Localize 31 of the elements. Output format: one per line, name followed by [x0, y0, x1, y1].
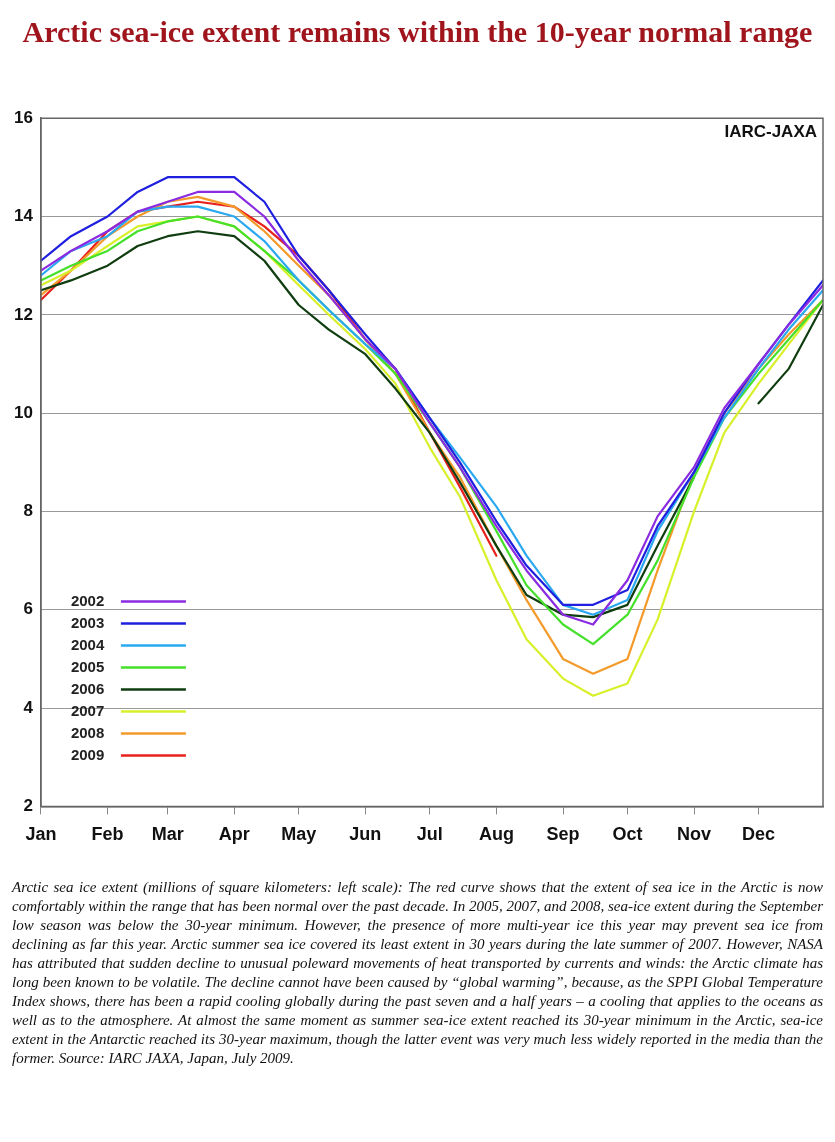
y-tick-label: 8: [23, 501, 33, 521]
y-tick-label: 16: [13, 107, 33, 127]
x-tick-label: Feb: [91, 824, 124, 845]
legend-label: 2005: [70, 657, 105, 675]
y-tick-label: 6: [23, 599, 33, 619]
x-tick-label: Sep: [546, 824, 580, 845]
x-tick-label: Nov: [677, 824, 712, 845]
x-tick-label: Jun: [349, 824, 382, 845]
text: Arctic sea ice extent (millions of square kilometers: left scale): The red curve shows that the extent of sea ice in the Arctic is now comfortably within the range that has been normal over the past decade. In 2005, 2007, and 2008, sea-ice extent during the September low season was below the 30-year minimum. However, the presence of more multi-year ice this year may prevent sea ice from declining as far this year. Arctic summer sea ice covered its least extent in 30 years during the late summer of 2007. However, NASA has attributed that sudden decline to unusual poleward movements of heat transported by currents and winds: the Arctic climate has long been known to be volatile. The decline cannot have been caused by “global warming”, because, as the SPPI Global Temperature Index shows, there has been a rapid cooling globally during the past seven and a half years – a cooling that applies to the oceans as well as to the atmosphere. At almost the same moment as summer sea-ice extent reached its 30-year minimum in the Arctic, sea-ice extent in the Antarctic reached its 30-year maximum, though the latter event was very much less widely reported in the media than the former. Source: IARC JAXA, Japan, July 2009.: [12, 879, 823, 1066]
y-tick-label: 12: [13, 304, 33, 324]
legend-label: 2009: [70, 745, 105, 763]
chart-title: Arctic sea-ice extent remains within the 10-year normal range: [21, 14, 814, 50]
legend-label: 2007: [70, 701, 105, 719]
x-tick-label: Dec: [742, 824, 776, 845]
x-tick-label: Jan: [25, 824, 57, 845]
y-tick-label: 14: [13, 206, 34, 226]
x-tick-label: Mar: [151, 824, 184, 845]
x-tick-label: Aug: [478, 824, 514, 845]
y-tick-label: 10: [13, 402, 33, 422]
x-tick-label: May: [281, 824, 317, 845]
legend-label: 2008: [70, 723, 105, 741]
annotation: IARC-JAXA: [724, 122, 817, 142]
x-tick-label: Oct: [612, 824, 643, 845]
y-tick-label: 2: [23, 796, 33, 816]
legend-label: 2006: [70, 679, 105, 697]
legend-label: 2003: [70, 613, 105, 631]
legend-label: 2004: [70, 635, 105, 653]
y-tick-label: 4: [23, 697, 34, 717]
x-tick-label: Jul: [416, 824, 443, 845]
x-tick-label: Apr: [218, 824, 250, 845]
legend-label: 2002: [70, 591, 105, 609]
